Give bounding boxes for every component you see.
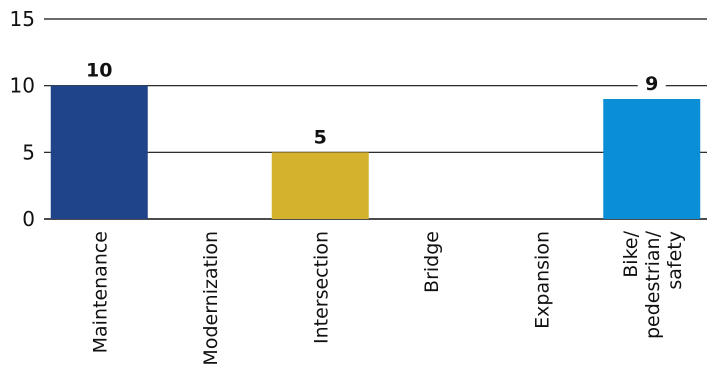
y-axis-ticks: 0 5 10 15	[10, 7, 35, 231]
x-category-label-line: safety	[664, 231, 686, 290]
x-category-label-line: Bridge	[421, 231, 443, 293]
x-category-label-4: Expansion	[531, 231, 553, 329]
bar-maintenance	[50, 85, 148, 220]
y-tick-label-10: 10	[10, 74, 35, 98]
x-category-label-2: Intersection	[310, 231, 332, 344]
x-category-label-group-2: Intersection	[310, 231, 332, 344]
data-label-background-2	[306, 126, 335, 149]
gridlines	[44, 18, 707, 220]
x-category-label-line: Intersection	[310, 231, 332, 344]
x-category-label-3: Bridge	[421, 231, 443, 293]
bar-bike-pedestrian-safety	[603, 99, 701, 219]
x-category-label-5: Bike/pedestrian/safety	[620, 230, 686, 339]
y-tick-label-5: 5	[22, 140, 35, 164]
y-tick-label-0: 0	[22, 207, 35, 231]
data-label-2: 5	[314, 126, 327, 148]
x-category-label-group-0: Maintenance	[89, 231, 111, 353]
y-tick-label-15: 15	[10, 7, 35, 31]
x-axis-categories: Maintenance Modernization Intersection Brid…	[89, 230, 686, 365]
x-category-label-group-1: Modernization	[200, 231, 222, 366]
x-category-label-group-4: Expansion	[531, 231, 553, 329]
data-labels: 10 5 9	[79, 60, 666, 149]
bars	[50, 85, 701, 220]
x-category-label-line: Expansion	[531, 231, 553, 329]
x-category-label-group-3: Bridge	[421, 231, 443, 293]
x-category-label-0: Maintenance	[89, 231, 111, 353]
x-category-label-line: Bike/	[620, 230, 642, 277]
data-label-background-0	[79, 59, 120, 82]
x-category-label-line: Maintenance	[89, 231, 111, 353]
x-category-label-1: Modernization	[200, 231, 222, 366]
x-category-label-group-5: Bike/pedestrian/safety	[620, 230, 686, 339]
data-label-background-5	[637, 73, 666, 95]
data-label-0: 10	[86, 60, 112, 82]
x-category-label-line: pedestrian/	[642, 230, 664, 339]
x-category-label-line: Modernization	[200, 231, 222, 366]
bar-intersection	[271, 152, 369, 219]
data-label-5: 9	[645, 73, 658, 95]
